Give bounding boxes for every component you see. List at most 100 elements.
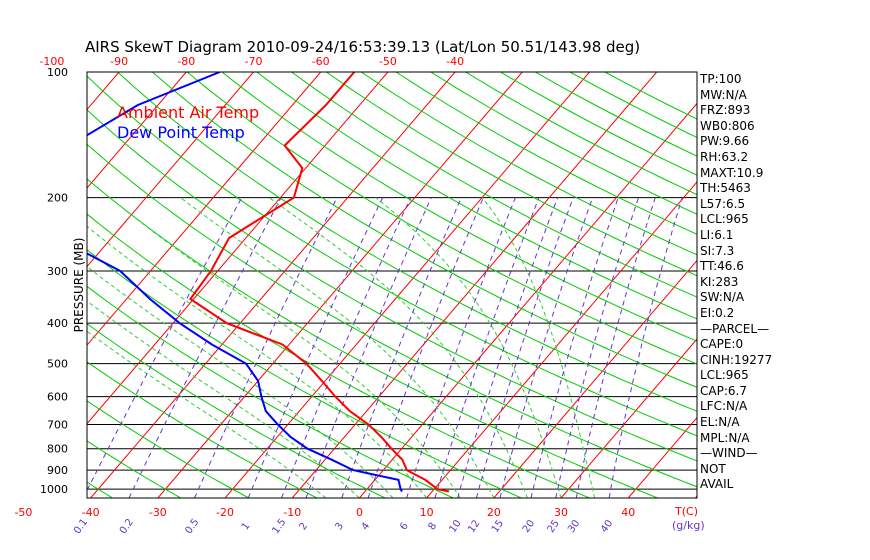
moist-adiabat (87, 265, 394, 498)
dry-adiabat (87, 143, 697, 488)
mixing-ratio-label: 2 (298, 521, 311, 533)
pressure-tick-label: 200 (47, 192, 68, 205)
index-item: —WIND— (700, 446, 758, 461)
index-item: TT:46.6 (700, 259, 744, 274)
dry-adiabat (186, 72, 697, 365)
isotherm-10 (426, 181, 697, 498)
profile-lines (87, 72, 450, 493)
moist-adiabat (482, 197, 596, 498)
dry-adiabat (87, 440, 182, 498)
index-item: LI:6.1 (700, 227, 734, 242)
ambient-temp-line (188, 72, 450, 493)
mixing-ratio-label: 25 (546, 518, 562, 535)
mixing-ratio-line (281, 197, 412, 498)
bottom-temp-label: 20 (487, 506, 501, 519)
bottom-temp-label: 30 (554, 506, 568, 519)
moist-adiabat (375, 197, 562, 498)
mixing-ratio-label: 0.5 (183, 517, 201, 536)
isotherm-0 (359, 102, 697, 498)
pressure-tick-label: 1000 (40, 483, 68, 496)
pressure-tick-label: 900 (47, 464, 68, 477)
index-item: PW:9.66 (700, 134, 750, 149)
index-item: TH:5463 (700, 181, 751, 196)
mixing-ratio-line (87, 197, 243, 492)
index-item: MW:N/A (700, 87, 747, 102)
mixing-ratio-line (194, 197, 338, 498)
moist-adiabat (268, 197, 528, 498)
mixing-ratio-label: 40 (599, 518, 615, 535)
isotherm--100 (0, 72, 52, 498)
index-item: LCL:965 (700, 368, 749, 383)
index-item: LFC:N/A (700, 399, 748, 414)
axis-labels: 1002003004005006007008009001000-120-110-… (14, 55, 635, 536)
mixing-ratio-line (475, 197, 574, 498)
pressure-tick-label: 100 (47, 66, 68, 79)
bottom-temp-label: 40 (621, 506, 635, 519)
index-item: FRZ:893 (700, 103, 751, 118)
moist-adiabat (87, 300, 360, 498)
dry-adiabat (87, 481, 113, 498)
mixing-ratio-line (530, 197, 619, 498)
index-item: MPL:N/A (700, 430, 750, 445)
index-item: SI:7.3 (700, 243, 735, 258)
legend-dew-point: Dew Point Temp (117, 123, 245, 142)
isotherm--90 (87, 72, 120, 111)
index-item: SW:N/A (700, 290, 745, 305)
mixing-ratio-label: 0.1 (72, 517, 90, 536)
index-item: L57:6.5 (700, 196, 746, 211)
mixing-ratio-line (434, 197, 540, 498)
mixing-ratio-line (128, 197, 282, 498)
dry-adiabat (256, 72, 697, 320)
mixing-ratio-line (247, 197, 384, 498)
pressure-tick-label: 600 (47, 391, 68, 404)
index-item: AVAIL (700, 477, 734, 492)
mixing-ratio-line (499, 197, 594, 498)
dry-adiabat (87, 249, 522, 498)
y-axis-label: PRESSURE (MB) (72, 238, 86, 333)
mixing-ratio-label: 20 (521, 518, 537, 535)
dry-adiabat (87, 361, 318, 498)
mixing-ratio-label: 10 (447, 518, 463, 535)
pressure-tick-label: 500 (47, 358, 68, 371)
top-temp-label: -60 (312, 55, 330, 68)
mixing-ratio-label: 8 (427, 521, 440, 533)
pressure-tick-label: 300 (47, 265, 68, 278)
index-item: EL:N/A (700, 415, 740, 430)
index-item: WB0:806 (700, 118, 755, 133)
stability-indices-panel: TP:100 MW:N/A FRZ:893 WB0:806 PW:9.66 RH:63.2… (700, 72, 868, 493)
pressure-tick-label: 400 (47, 317, 68, 330)
index-item: LCL:965 (700, 212, 749, 227)
bottom-temp-label: -50 (14, 506, 32, 519)
bottom-temp-label: 10 (420, 506, 434, 519)
mixing-ratio-line (367, 197, 484, 498)
mixing-ratio-line (457, 197, 559, 498)
bottom-temp-label: -30 (149, 506, 167, 519)
mixing-ratio-label: 4 (360, 521, 373, 533)
dry-adiabat (87, 109, 697, 462)
top-temp-label: -90 (110, 55, 128, 68)
isotherm--80 (87, 72, 187, 189)
mixing-ratio-label: 15 (490, 518, 506, 535)
x-axis-label-tc: T(C) (674, 505, 698, 518)
index-item: —PARCEL— (700, 321, 770, 336)
mixing-ratio-line (608, 197, 683, 498)
mixing-ratio-label: 3 (333, 521, 346, 533)
isotherm--50 (87, 72, 389, 425)
pressure-tick-label: 700 (47, 419, 68, 432)
isotherm--60 (87, 72, 322, 346)
dry-adiabat (87, 285, 454, 498)
pressure-tick-label: 800 (47, 443, 68, 456)
mixing-ratio-label: 0.2 (118, 517, 136, 536)
mixing-ratio-line (406, 197, 516, 498)
isotherm--30 (157, 72, 523, 498)
index-item: CAP:6.7 (700, 383, 747, 398)
index-item: NOT (700, 461, 726, 476)
top-temp-label: -40 (446, 55, 464, 68)
dry-adiabat (87, 75, 697, 437)
mixing-ratio-label: 6 (398, 521, 411, 533)
legend-ambient-temp: Ambient Air Temp (117, 103, 259, 122)
isotherm--40 (90, 72, 456, 498)
isotherm--20 (224, 72, 590, 498)
dry-adiabat (0, 72, 45, 498)
